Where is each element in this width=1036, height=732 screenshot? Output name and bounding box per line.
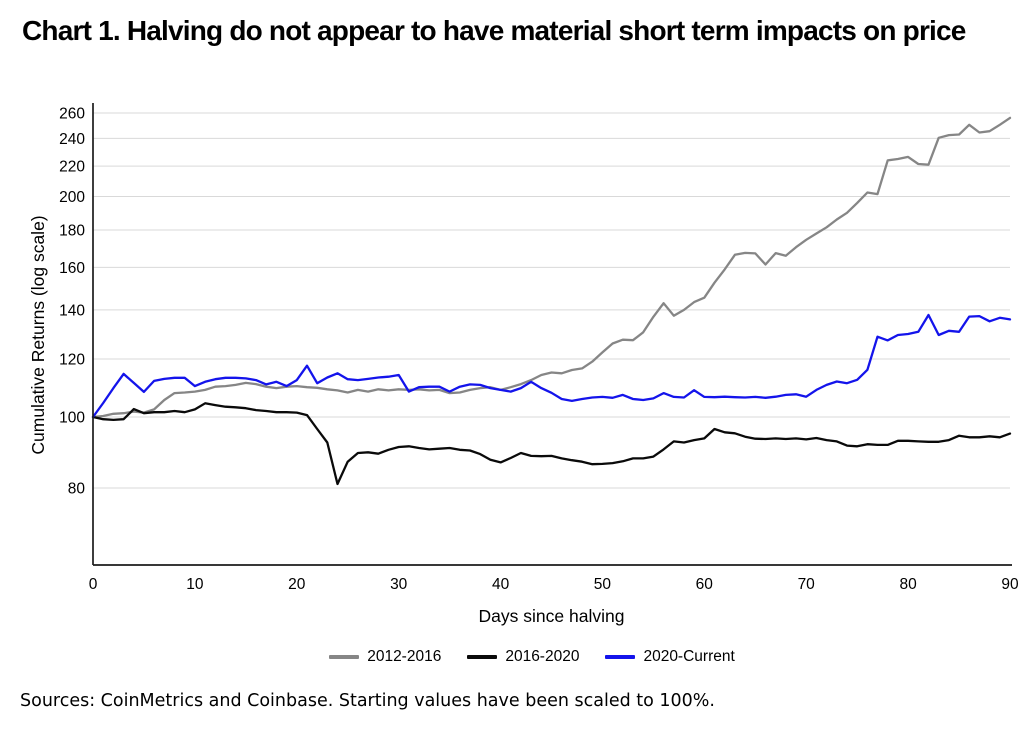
legend-label: 2012-2016 (367, 648, 442, 665)
legend-label: 2016-2020 (505, 648, 580, 665)
x-tick-label: 20 (288, 576, 306, 593)
y-tick-label: 160 (59, 260, 85, 277)
y-tick-label: 100 (59, 410, 85, 427)
x-tick-label: 70 (798, 576, 816, 593)
x-axis-label: Days since halving (479, 606, 625, 626)
x-tick-label: 30 (390, 576, 408, 593)
y-tick-label: 240 (59, 131, 85, 148)
x-tick-label: 50 (594, 576, 612, 593)
source-note: Sources: CoinMetrics and Coinbase. Start… (20, 691, 715, 711)
chart-legend: 2012-2016 2016-2020 2020-Current (14, 648, 1036, 666)
x-tick-label: 90 (1001, 576, 1019, 593)
y-tick-label: 200 (59, 189, 85, 206)
y-axis-label: Cumulative Returns (log scale) (28, 215, 48, 454)
legend-item-2012-2016: 2012-2016 (329, 648, 441, 666)
y-tick-label: 80 (68, 481, 86, 498)
price-line-chart: 80 100 120 140 160 180 200 220 240 260 0 10 20 30 40 50… (28, 103, 1019, 626)
y-tick-label: 140 (59, 302, 85, 319)
page-title: Chart 1. Halving do not appear to have m… (22, 15, 966, 46)
y-tick-label: 120 (59, 352, 85, 369)
legend-swatch-2020-Current (605, 655, 636, 659)
y-tick-label: 180 (59, 223, 85, 240)
legend-item-2016-2020: 2016-2020 (467, 648, 579, 666)
series-line-2016-2020 (91, 402, 1012, 486)
series-line-2012-2016 (91, 116, 1012, 419)
x-tick-label: 60 (696, 576, 714, 593)
legend-item-2020-Current: 2020-Current (605, 648, 735, 666)
legend-label: 2020-Current (643, 648, 735, 665)
legend-swatch-2016-2020 (467, 655, 498, 659)
series-line-2020-Current (91, 313, 1012, 419)
x-tick-label: 0 (89, 576, 98, 593)
y-tick-label: 260 (59, 106, 85, 123)
y-tick-label: 220 (59, 159, 85, 176)
x-tick-label: 40 (492, 576, 510, 593)
legend-swatch-2012-2016 (329, 655, 360, 659)
x-tick-label: 80 (899, 576, 917, 593)
x-tick-label: 10 (186, 576, 204, 593)
